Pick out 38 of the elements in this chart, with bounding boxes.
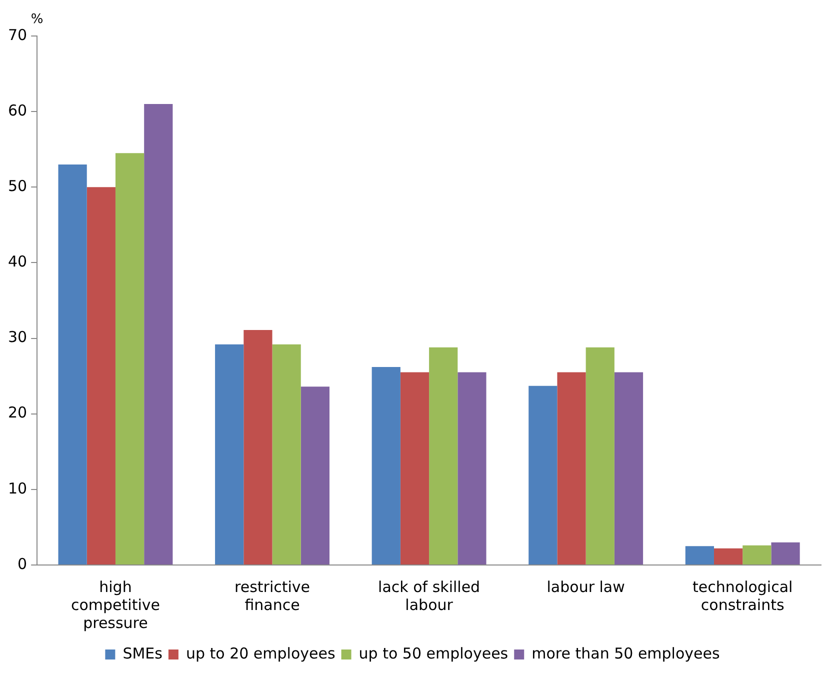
y-tick-label: 50 bbox=[8, 177, 28, 196]
x-tick-label: restrictive finance bbox=[234, 578, 310, 614]
bar bbox=[586, 347, 614, 564]
y-tick-label: 30 bbox=[8, 328, 28, 346]
bar bbox=[244, 330, 272, 564]
bar bbox=[685, 546, 714, 564]
x-tick-label: technological constraints bbox=[692, 578, 793, 614]
bar bbox=[458, 372, 486, 564]
bar bbox=[400, 372, 430, 564]
x-tick-label: lack of skilled labour bbox=[378, 578, 480, 614]
y-tick-label: 20 bbox=[8, 404, 28, 422]
y-axis-title: % bbox=[30, 12, 44, 27]
bar bbox=[714, 548, 743, 564]
bar bbox=[742, 545, 772, 564]
x-tick-label: labour law bbox=[546, 578, 625, 596]
y-tick-label: 40 bbox=[8, 252, 28, 271]
y-tick-label: 0 bbox=[18, 554, 28, 573]
y-tick-label: 10 bbox=[8, 479, 28, 498]
bar bbox=[86, 187, 116, 564]
legend-label: more than 50 employees bbox=[532, 644, 720, 662]
bar bbox=[300, 386, 330, 564]
bar bbox=[272, 344, 301, 564]
bar bbox=[771, 542, 800, 564]
bar bbox=[614, 372, 644, 564]
bar bbox=[372, 367, 400, 564]
legend-label: SMEs bbox=[122, 644, 163, 662]
bar bbox=[557, 372, 586, 564]
bar bbox=[429, 347, 458, 564]
bar bbox=[115, 153, 144, 564]
bar bbox=[58, 164, 87, 564]
bar bbox=[528, 386, 558, 564]
y-tick-label: 70 bbox=[8, 26, 28, 44]
legend-label: up to 20 employees bbox=[186, 644, 336, 662]
bar bbox=[215, 344, 244, 564]
x-tick-label: high competitive pressure bbox=[70, 578, 160, 632]
bar bbox=[144, 104, 173, 564]
y-tick-label: 60 bbox=[8, 101, 28, 120]
legend-label: up to 50 employees bbox=[358, 644, 508, 662]
